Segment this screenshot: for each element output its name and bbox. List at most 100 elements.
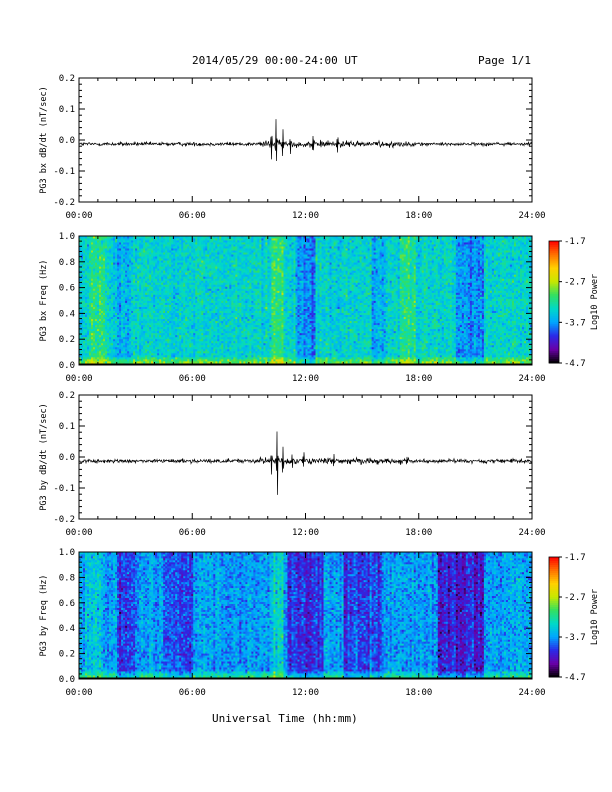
colorbar-step xyxy=(549,304,559,307)
colorbar-tick-label: -1.7 xyxy=(564,237,586,247)
colorbar-step xyxy=(549,667,559,670)
colorbar-step xyxy=(549,637,559,640)
colorbar-step xyxy=(549,326,559,329)
colorbar-step xyxy=(549,659,559,662)
colorbar-step xyxy=(549,597,559,600)
colorbar-step xyxy=(549,649,559,652)
y-tick-label: 0.8 xyxy=(59,258,75,268)
colorbar-step xyxy=(549,255,559,258)
colorbar-step xyxy=(549,241,559,244)
colorbar-step xyxy=(549,569,559,572)
colorbar-step xyxy=(549,285,559,289)
colorbar-step xyxy=(549,271,559,275)
series-trace xyxy=(78,431,533,495)
colorbar-step xyxy=(549,318,559,321)
colorbar-step xyxy=(549,312,559,315)
colorbar-step xyxy=(549,348,559,352)
colorbar-step xyxy=(549,619,559,622)
colorbar-step xyxy=(549,617,559,620)
y-tick-label: 0.1 xyxy=(59,105,75,115)
spectrogram-panel-4: 00:00 06:00 12:00 18:00 24:00 0.0 0.2 0.4 0.6 0.8… xyxy=(39,548,600,698)
x-tick-label: 18:00 xyxy=(405,688,432,698)
colorbar-tick-label: -1.7 xyxy=(564,553,586,563)
colorbar-step xyxy=(549,243,559,246)
colorbar-step xyxy=(549,334,559,338)
colorbar-step xyxy=(549,591,559,594)
colorbar-frame xyxy=(548,556,560,678)
colorbar-step xyxy=(549,585,559,588)
colorbar-step xyxy=(549,332,559,336)
x-tick-label: 18:00 xyxy=(405,211,432,221)
colorbar-step xyxy=(549,557,559,560)
x-tick-label: 12:00 xyxy=(292,211,319,221)
colorbar-step xyxy=(549,245,559,248)
spectrogram-panel-2: 00:00 06:00 12:00 18:00 24:00 0.0 0.2 0.4 0.6 0.8… xyxy=(39,232,600,384)
x-tick-label: 12:00 xyxy=(292,374,319,384)
colorbar-step xyxy=(549,561,559,564)
colorbar-step xyxy=(549,573,559,576)
colorbar-step xyxy=(549,293,559,297)
colorbar-step xyxy=(549,579,559,582)
colorbar-step xyxy=(549,358,559,362)
colorbar: -1.7 -2.7 -3.7 -4.7 Log10 Power xyxy=(548,553,600,683)
colorbar-tick-label: -4.7 xyxy=(564,359,586,369)
colorbar-step xyxy=(549,675,559,678)
colorbar-step xyxy=(549,567,559,570)
colorbar-tick-label: -3.7 xyxy=(564,318,586,328)
colorbar-step xyxy=(549,643,559,646)
y-tick-label: 0.6 xyxy=(59,599,75,609)
colorbar-step xyxy=(549,344,559,348)
colorbar-step xyxy=(549,265,559,268)
colorbar-step xyxy=(549,350,559,354)
colorbar-step xyxy=(549,595,559,598)
colorbar-step xyxy=(549,645,559,648)
colorbar-step xyxy=(549,633,559,636)
colorbar-step xyxy=(549,575,559,578)
colorbar-step xyxy=(549,281,559,285)
timeseries-panel-1: 00:00 06:00 12:00 18:00 24:00 -0.2 -0.1 0.0 0.1 0… xyxy=(39,74,546,221)
colorbar-step xyxy=(549,316,559,319)
y-tick-label: 0.2 xyxy=(59,335,75,345)
x-tick-label: 24:00 xyxy=(518,528,545,538)
colorbar-step xyxy=(549,647,559,650)
y-tick-label: 0.0 xyxy=(59,675,75,685)
colorbar-step xyxy=(549,639,559,642)
x-axis-title: Universal Time (hh:mm) xyxy=(212,712,358,725)
y-tick-label: -0.1 xyxy=(53,167,75,177)
y-axis-label: PG3 bx dB/dt (nT/sec) xyxy=(39,86,49,193)
colorbar-step xyxy=(549,360,559,364)
colorbar-step xyxy=(549,653,559,656)
y-tick-label: 0.0 xyxy=(59,136,75,146)
colorbar-step xyxy=(549,611,559,614)
colorbar-step xyxy=(549,328,559,331)
colorbar-step xyxy=(549,299,559,303)
y-tick-label: -0.2 xyxy=(53,198,75,208)
colorbar-step xyxy=(549,623,559,626)
colorbar-step xyxy=(549,277,559,281)
colorbar-step xyxy=(549,661,559,664)
colorbar-step xyxy=(549,563,559,566)
colorbar-step xyxy=(549,324,559,327)
colorbar-step xyxy=(549,631,559,634)
x-tick-label: 00:00 xyxy=(65,211,92,221)
colorbar-step xyxy=(549,601,559,604)
x-tick-label: 24:00 xyxy=(518,374,545,384)
colorbar-step xyxy=(549,635,559,638)
x-tick-label: 24:00 xyxy=(518,688,545,698)
colorbar-step xyxy=(549,559,559,562)
colorbar-step xyxy=(549,673,559,676)
x-tick-label: 06:00 xyxy=(179,688,206,698)
x-tick-label: 06:00 xyxy=(179,528,206,538)
timeseries-panel-3: 00:00 06:00 12:00 18:00 24:00 -0.2 -0.1 0.0 0.1 0… xyxy=(39,391,546,538)
colorbar-step xyxy=(549,615,559,618)
colorbar-step xyxy=(549,306,559,309)
colorbar-step xyxy=(549,259,559,262)
y-axis-label: PG3 by dB/dt (nT/sec) xyxy=(39,403,49,510)
colorbar-step xyxy=(549,589,559,592)
colorbar-step xyxy=(549,267,559,270)
colorbar-step xyxy=(549,289,559,293)
colorbar-step xyxy=(549,308,559,311)
colorbar-step xyxy=(549,346,559,350)
colorbar-step xyxy=(549,583,559,586)
colorbar-step xyxy=(549,655,559,658)
